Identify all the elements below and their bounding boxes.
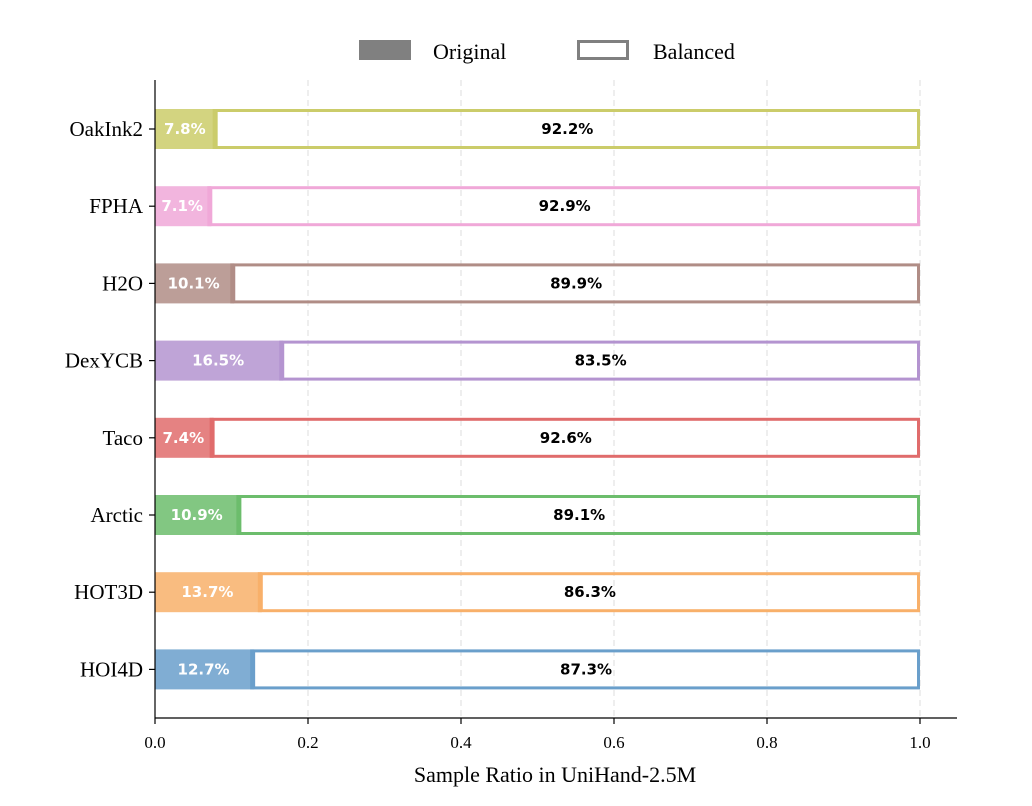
data-label-original: 7.4%	[163, 429, 205, 447]
axes-layer: OakInk2 FPHA H2O DexYCB Taco Arctic HOT3D HOI4D…	[65, 80, 957, 752]
data-label-balanced: 89.9%	[550, 274, 602, 292]
bar-original	[155, 340, 282, 381]
data-label-original: 7.1%	[161, 197, 203, 215]
data-label-original: 12.7%	[178, 660, 230, 678]
bars-layer: 7.8% 92.2% 7.1% 92.9% 10.1% 89.9% 16.5% 83.5% 7.…	[155, 109, 921, 690]
y-tick-label: Arctic	[91, 503, 143, 527]
data-label-original: 13.7%	[181, 583, 233, 601]
data-label-balanced: 92.6%	[540, 429, 592, 447]
y-tick-label: OakInk2	[70, 117, 143, 141]
bar-original	[155, 186, 210, 227]
x-tick-label: 1.0	[909, 733, 930, 752]
bar-original	[155, 649, 253, 690]
data-label-balanced: 92.9%	[539, 197, 591, 215]
x-tick-label: 0.6	[603, 733, 624, 752]
bar-original	[155, 263, 233, 304]
y-tick-label: Taco	[102, 426, 143, 450]
data-label-original: 7.8%	[164, 120, 206, 138]
legend-label-balanced: Balanced	[653, 39, 735, 64]
x-tick-label: 0.8	[756, 733, 777, 752]
x-tick-label: 0.0	[144, 733, 165, 752]
bar-original	[155, 109, 215, 149]
legend-label-original: Original	[433, 39, 506, 64]
x-tick-label: 0.2	[297, 733, 318, 752]
y-tick-label: HOI4D	[80, 657, 143, 681]
y-tick-label: DexYCB	[65, 349, 143, 373]
bar-original	[155, 417, 212, 458]
x-axis-title: Sample Ratio in UniHand-2.5M	[414, 762, 696, 787]
x-tick-label: 0.4	[450, 733, 472, 752]
grid-layer	[307, 80, 921, 718]
data-label-balanced: 92.2%	[541, 120, 593, 138]
data-label-original: 10.9%	[171, 506, 223, 524]
y-tick-label: H2O	[102, 271, 143, 295]
bar-original	[155, 495, 239, 535]
y-tick-label: FPHA	[89, 194, 144, 218]
legend-swatch-original	[359, 40, 411, 60]
y-tick-label: HOT3D	[74, 580, 143, 604]
data-label-original: 10.1%	[168, 274, 220, 292]
legend: Original Balanced	[359, 39, 735, 64]
legend-swatch-balanced	[577, 40, 629, 60]
data-label-balanced: 83.5%	[575, 352, 627, 370]
data-label-balanced: 87.3%	[560, 660, 612, 678]
data-label-original: 16.5%	[192, 352, 244, 370]
bar-original	[155, 572, 260, 613]
data-label-balanced: 89.1%	[553, 506, 605, 524]
data-label-balanced: 86.3%	[564, 583, 616, 601]
